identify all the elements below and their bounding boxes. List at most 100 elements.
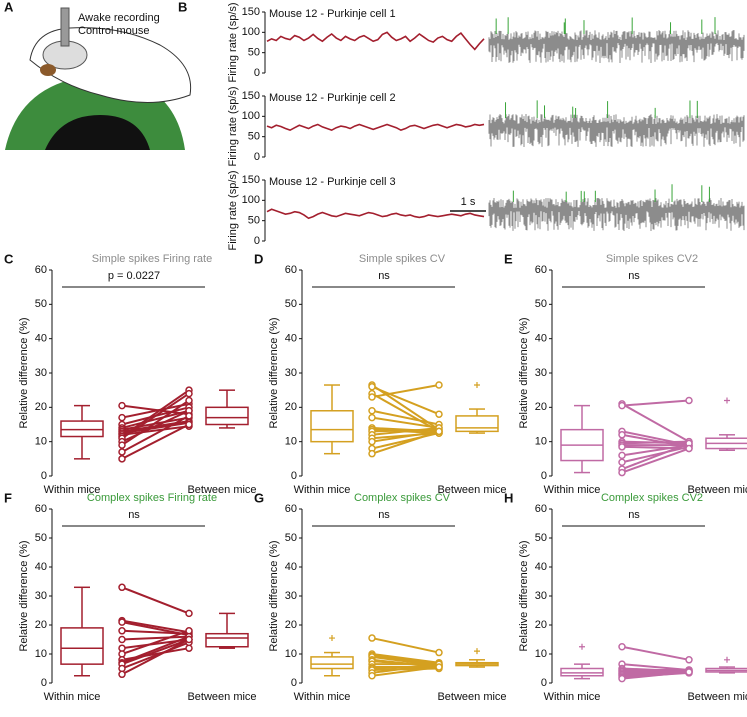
y-tick-label: 20 — [285, 401, 297, 413]
y-tick-label: 40 — [285, 333, 297, 345]
y-tick-label: 20 — [35, 619, 47, 631]
y-tick-label: 10 — [535, 436, 547, 448]
y-tick-label: 50 — [285, 298, 297, 310]
outlier — [474, 648, 480, 655]
pair-line — [121, 415, 190, 453]
pair-point — [618, 643, 626, 651]
pair-line — [121, 635, 190, 664]
panel-label: D — [254, 251, 263, 266]
pair-point — [618, 468, 626, 477]
pair-point — [118, 627, 126, 635]
y-tick-label: 10 — [285, 648, 297, 660]
y-tick-label: 40 — [535, 561, 547, 573]
caption: Awake recording — [78, 12, 160, 24]
y-tick-label: 20 — [535, 401, 547, 413]
box — [60, 627, 104, 665]
pair-line — [371, 637, 440, 654]
y-tick-label: 60 — [35, 264, 47, 276]
subplot-title: Mouse 12 - Purkinje cell 3 — [269, 176, 396, 188]
pair-line — [121, 389, 190, 438]
pair-point — [618, 451, 626, 460]
significance-label: p = 0.0227 — [108, 270, 160, 282]
ear — [40, 64, 56, 76]
x-tick-label: Within mice — [44, 691, 101, 703]
x-tick-label: Between mice — [187, 691, 256, 703]
panel-label: H — [504, 490, 513, 505]
pair-point — [368, 634, 376, 642]
pair-line — [371, 654, 440, 666]
y-tick-label: 60 — [285, 264, 297, 276]
raw-trace-spikes — [505, 100, 698, 118]
pair-point — [185, 635, 193, 644]
significance-label: ns — [378, 509, 390, 521]
pair-point — [618, 443, 626, 451]
pair-point — [118, 448, 126, 456]
y-tick-label: 30 — [285, 590, 297, 602]
significance-label: ns — [628, 270, 640, 282]
subplot-title: Mouse 12 - Purkinje cell 2 — [269, 92, 396, 104]
panel-title: Complex spikes Firing rate — [87, 492, 217, 504]
box — [205, 406, 249, 426]
pair-line — [621, 670, 690, 680]
y-tick-label: 50 — [248, 47, 260, 59]
outlier — [579, 643, 585, 650]
outlier — [329, 635, 335, 642]
x-tick-label: Between mice — [687, 484, 747, 496]
y-label: Relative difference (%) — [268, 317, 280, 428]
pair-point — [368, 449, 376, 458]
panel-title: Simple spikes CV — [359, 253, 446, 265]
pair-point — [368, 393, 376, 401]
y-tick-label: 150 — [242, 6, 260, 18]
wheel-hole — [45, 115, 150, 150]
pair-point — [368, 413, 376, 422]
significance-label: ns — [128, 509, 140, 521]
firing-rate-line — [266, 208, 485, 220]
y-tick-label: 0 — [41, 470, 47, 482]
y-tick-label: 0 — [254, 151, 260, 163]
panel-label: G — [254, 490, 264, 505]
y-tick-label: 0 — [254, 235, 260, 247]
pair-point — [185, 412, 193, 420]
pair-point — [618, 674, 626, 683]
pair-line — [371, 653, 440, 664]
pair-line — [371, 666, 440, 677]
pair-line — [621, 440, 690, 445]
y-tick-label: 60 — [535, 503, 547, 515]
pair-line — [121, 629, 190, 635]
pair-point — [435, 663, 443, 671]
pair-point — [118, 583, 126, 592]
y-tick-label: 0 — [541, 677, 547, 689]
x-tick-label: Within mice — [544, 484, 601, 496]
pair-point — [618, 458, 626, 467]
pair-line — [121, 392, 190, 440]
pair-line — [121, 399, 190, 446]
panel-label: C — [4, 251, 14, 266]
raw-trace — [488, 30, 745, 63]
y-label: Relative difference (%) — [18, 540, 30, 651]
y-tick-label: 50 — [35, 298, 47, 310]
y-tick-label: 30 — [35, 590, 47, 602]
pair-line — [371, 409, 440, 426]
y-tick-label: 100 — [242, 110, 260, 122]
subplot-title: Mouse 12 - Purkinje cell 1 — [269, 8, 396, 20]
y-tick-label: 60 — [535, 264, 547, 276]
y-tick-label: 40 — [285, 561, 297, 573]
y-label: Firing rate (sp/s) — [227, 2, 239, 82]
pair-line — [371, 385, 440, 416]
pair-line — [121, 402, 190, 419]
pair-point — [118, 401, 126, 410]
box — [455, 415, 499, 433]
y-tick-label: 30 — [35, 367, 47, 379]
caption: Control mouse — [78, 25, 150, 37]
pair-line — [621, 442, 690, 471]
box — [310, 656, 354, 670]
pair-point — [118, 635, 126, 644]
pair-line — [621, 403, 690, 443]
y-tick-label: 50 — [285, 532, 297, 544]
y-tick-label: 40 — [535, 333, 547, 345]
electrode — [60, 7, 70, 47]
pair-line — [621, 447, 690, 474]
y-tick-label: 0 — [541, 470, 547, 482]
y-tick-label: 30 — [535, 367, 547, 379]
y-tick-label: 10 — [35, 648, 47, 660]
